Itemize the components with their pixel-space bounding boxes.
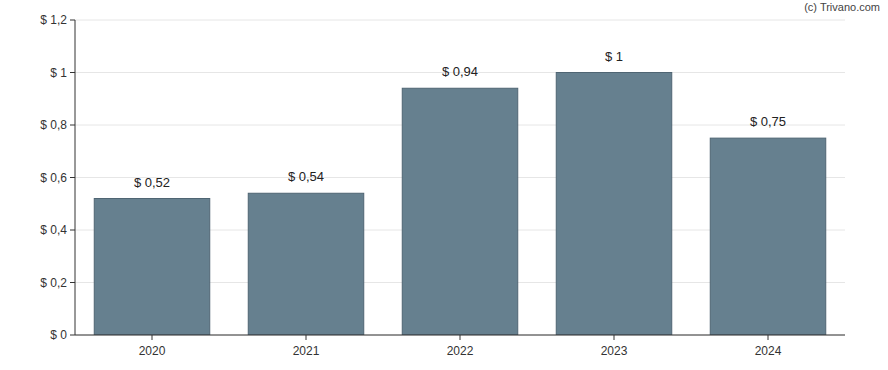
y-tick-label: $ 0,2 [40, 276, 67, 290]
x-tick [614, 335, 615, 340]
bars [94, 73, 826, 336]
y-tick [70, 177, 75, 178]
y-tick [70, 282, 75, 283]
y-tick [70, 72, 75, 73]
data-label: $ 0,75 [750, 114, 786, 129]
y-axis [75, 20, 76, 335]
grid-line [75, 20, 845, 21]
x-tick-label: 2021 [293, 344, 320, 358]
y-tick-label: $ 0,8 [40, 118, 67, 132]
x-tick [768, 335, 769, 340]
x-tick-label: 2022 [447, 344, 474, 358]
chart: $ 0 $ 0,2 $ 0,4 $ 0,6 $ 0,8 $ 1 $ 1,2 $ 0,52 $ 0… [0, 0, 888, 370]
data-label: $ 0,94 [442, 64, 478, 79]
x-tick [460, 335, 461, 340]
bar [402, 88, 518, 335]
credit: (c) Trivano.com [804, 1, 880, 13]
bar [248, 193, 364, 335]
y-tick [70, 125, 75, 126]
data-label: $ 0,54 [288, 169, 324, 184]
y-tick [70, 335, 75, 336]
x-tick-label: 2020 [139, 344, 166, 358]
bar [556, 73, 672, 336]
y-tick [70, 20, 75, 21]
x-tick [306, 335, 307, 340]
y-tick-label: $ 1 [50, 66, 67, 80]
y-tick-label: $ 1,2 [40, 13, 67, 27]
y-tick-label: $ 0,4 [40, 223, 67, 237]
data-label: $ 0,52 [134, 175, 170, 190]
y-tick-label: $ 0,6 [40, 171, 67, 185]
bar [94, 199, 210, 336]
x-tick-label: 2024 [755, 344, 782, 358]
data-label: $ 1 [605, 49, 623, 64]
y-tick [70, 230, 75, 231]
x-tick [152, 335, 153, 340]
bar [710, 138, 826, 335]
x-tick-label: 2023 [601, 344, 628, 358]
y-tick-label: $ 0 [50, 328, 67, 342]
